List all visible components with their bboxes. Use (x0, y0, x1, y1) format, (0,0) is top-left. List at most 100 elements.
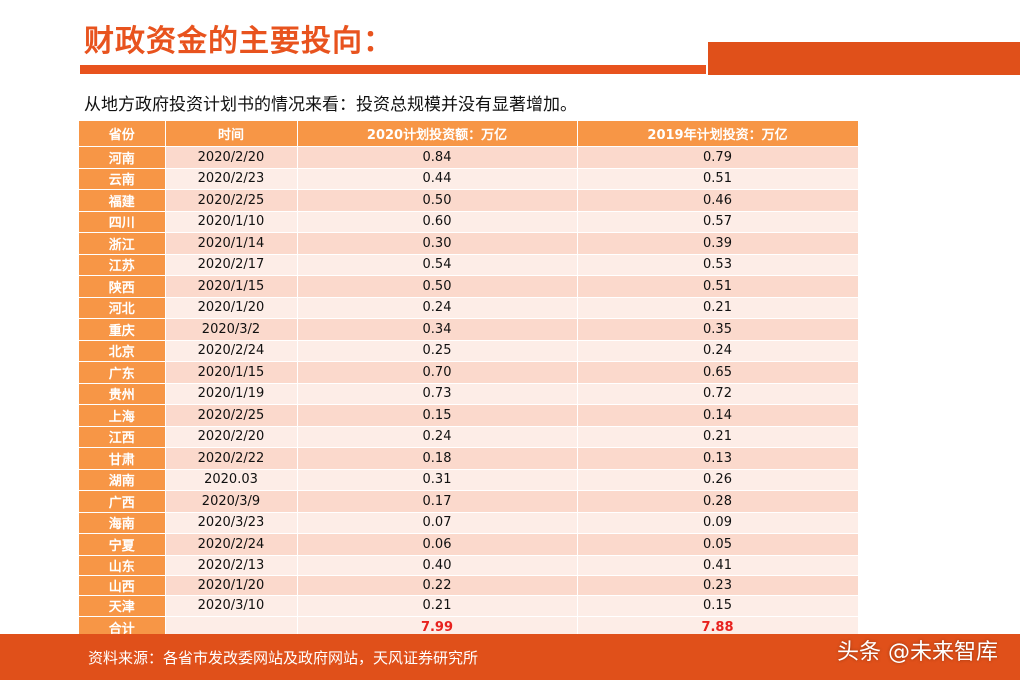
province-cell: 广东 (79, 361, 166, 384)
table-row: 广西 2020/3/9 0.17 0.28 (79, 490, 859, 513)
table-row: 云南 2020/2/23 0.44 0.51 (79, 168, 859, 190)
table-row: 湖南 2020.03 0.31 0.26 (79, 469, 859, 491)
province-cell: 贵州 (79, 383, 166, 405)
investment-2020-cell: 0.40 (297, 555, 578, 576)
investment-2019-cell: 0.24 (577, 340, 859, 362)
date-cell: 2020/2/24 (165, 340, 298, 362)
investment-2019-cell: 0.46 (577, 189, 859, 212)
investment-2019-cell: 0.72 (577, 383, 859, 405)
table-row: 海南 2020/3/23 0.07 0.09 (79, 512, 859, 534)
province-cell: 上海 (79, 404, 166, 427)
province-cell: 天津 (79, 595, 166, 617)
date-cell: 2020/3/23 (165, 512, 298, 534)
table-row: 浙江 2020/1/14 0.30 0.39 (79, 232, 859, 255)
investment-2020-cell: 0.22 (297, 575, 578, 596)
province-cell: 北京 (79, 340, 166, 362)
title-accent-bar (708, 42, 1020, 75)
investment-2019-cell: 0.15 (577, 595, 859, 617)
province-cell: 重庆 (79, 318, 166, 341)
investment-2019-cell: 0.13 (577, 447, 859, 470)
table-row: 四川 2020/1/10 0.60 0.57 (79, 211, 859, 233)
investment-2020-cell: 0.17 (297, 490, 578, 513)
title-underline (80, 65, 706, 74)
table-body: 河南 2020/2/20 0.84 0.79 云南 2020/2/23 0.44 0.51 福建… (79, 146, 859, 638)
date-cell: 2020/1/20 (165, 297, 298, 319)
investment-2020-cell: 0.24 (297, 426, 578, 448)
investment-table: 省份 时间 2020计划投资额：万亿 2019年计划投资：万亿 河南 2020/2… (79, 121, 859, 638)
date-cell: 2020/1/15 (165, 361, 298, 384)
investment-2019-cell: 0.51 (577, 168, 859, 190)
table-row: 宁夏 2020/2/24 0.06 0.05 (79, 533, 859, 556)
investment-2020-cell: 0.25 (297, 340, 578, 362)
date-cell: 2020.03 (165, 469, 298, 491)
table-row: 广东 2020/1/15 0.70 0.65 (79, 361, 859, 384)
table-row: 重庆 2020/3/2 0.34 0.35 (79, 318, 859, 341)
date-cell: 2020/3/10 (165, 595, 298, 617)
investment-2019-cell: 0.23 (577, 575, 859, 596)
footer-band (0, 634, 1020, 680)
investment-2020-cell: 0.50 (297, 189, 578, 212)
investment-2020-cell: 0.73 (297, 383, 578, 405)
investment-2019-cell: 0.57 (577, 211, 859, 233)
table-row: 河北 2020/1/20 0.24 0.21 (79, 297, 859, 319)
investment-2019-cell: 0.14 (577, 404, 859, 427)
table-row: 北京 2020/2/24 0.25 0.24 (79, 340, 859, 362)
investment-2020-cell: 0.06 (297, 533, 578, 556)
table-header-row: 省份 时间 2020计划投资额：万亿 2019年计划投资：万亿 (79, 121, 859, 147)
investment-2020-cell: 0.50 (297, 275, 578, 298)
investment-2020-cell: 0.31 (297, 469, 578, 491)
page-subtitle: 从地方政府投资计划书的情况来看：投资总规模并没有显著增加。 (84, 95, 577, 115)
province-cell: 山西 (79, 575, 166, 596)
date-cell: 2020/1/14 (165, 232, 298, 255)
date-cell: 2020/1/15 (165, 275, 298, 298)
province-cell: 山东 (79, 555, 166, 576)
table-row: 贵州 2020/1/19 0.73 0.72 (79, 383, 859, 405)
province-cell: 河南 (79, 146, 166, 169)
column-header-date: 时间 (165, 121, 298, 147)
date-cell: 2020/2/22 (165, 447, 298, 470)
date-cell: 2020/1/20 (165, 575, 298, 596)
investment-2020-cell: 0.18 (297, 447, 578, 470)
table-row: 山东 2020/2/13 0.40 0.41 (79, 555, 859, 576)
table-row: 陕西 2020/1/15 0.50 0.51 (79, 275, 859, 298)
table-row: 上海 2020/2/25 0.15 0.14 (79, 404, 859, 427)
column-header-2020-investment: 2020计划投资额：万亿 (297, 121, 578, 147)
investment-2019-cell: 0.21 (577, 297, 859, 319)
total-date-cell (165, 616, 298, 638)
investment-2020-cell: 0.84 (297, 146, 578, 169)
province-cell: 福建 (79, 189, 166, 212)
investment-2020-cell: 0.30 (297, 232, 578, 255)
date-cell: 2020/2/17 (165, 254, 298, 276)
province-cell: 四川 (79, 211, 166, 233)
investment-2019-cell: 0.28 (577, 490, 859, 513)
source-note: 资料来源：各省市发改委网站及政府网站，天风证券研究所 (88, 649, 479, 667)
investment-2020-cell: 0.15 (297, 404, 578, 427)
province-cell: 浙江 (79, 232, 166, 255)
page-title: 财政资金的主要投向： (84, 24, 394, 59)
investment-2020-cell: 0.70 (297, 361, 578, 384)
date-cell: 2020/2/23 (165, 168, 298, 190)
investment-2020-cell: 0.34 (297, 318, 578, 341)
investment-2020-cell: 0.21 (297, 595, 578, 617)
province-cell: 湖南 (79, 469, 166, 491)
investment-2019-cell: 0.35 (577, 318, 859, 341)
province-cell: 宁夏 (79, 533, 166, 556)
province-cell: 甘肃 (79, 447, 166, 470)
column-header-2019-investment: 2019年计划投资：万亿 (577, 121, 859, 147)
date-cell: 2020/2/20 (165, 146, 298, 169)
table-row: 天津 2020/3/10 0.21 0.15 (79, 595, 859, 617)
date-cell: 2020/2/24 (165, 533, 298, 556)
investment-2020-cell: 0.60 (297, 211, 578, 233)
province-cell: 江苏 (79, 254, 166, 276)
date-cell: 2020/2/20 (165, 426, 298, 448)
investment-2020-cell: 0.24 (297, 297, 578, 319)
investment-2019-cell: 0.39 (577, 232, 859, 255)
column-header-province: 省份 (79, 121, 166, 147)
province-cell: 云南 (79, 168, 166, 190)
investment-2019-cell: 0.21 (577, 426, 859, 448)
date-cell: 2020/1/19 (165, 383, 298, 405)
investment-2019-cell: 0.05 (577, 533, 859, 556)
investment-2020-cell: 0.54 (297, 254, 578, 276)
investment-2020-cell: 0.07 (297, 512, 578, 534)
investment-2019-cell: 0.26 (577, 469, 859, 491)
